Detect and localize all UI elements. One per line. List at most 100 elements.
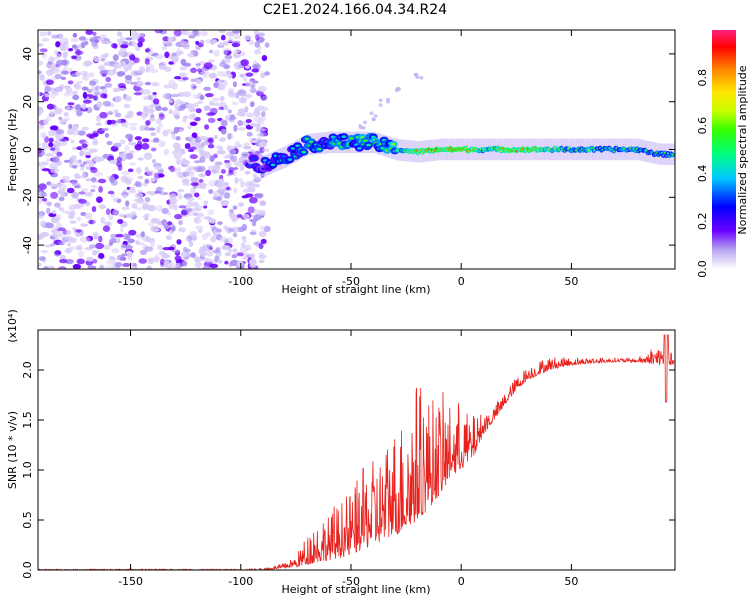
noise-blob — [107, 69, 116, 77]
signal-peak — [252, 156, 257, 160]
noise-blob — [168, 61, 174, 65]
noise-blob — [242, 238, 247, 243]
noise-blob — [196, 212, 204, 218]
noise-blob — [78, 191, 86, 195]
faint-branch-blob — [361, 126, 366, 130]
noise-blob — [80, 203, 85, 208]
snr-y-ticks: 0.0 0.5 1.0 1.5 2.0 — [21, 361, 675, 579]
noise-blob — [114, 95, 122, 103]
noise-blob — [59, 44, 67, 52]
noise-blob — [121, 60, 126, 68]
noise-blob — [182, 77, 189, 81]
noise-blob — [199, 136, 208, 141]
noise-blob — [84, 212, 93, 220]
noise-blob — [105, 40, 112, 45]
noise-blob — [42, 197, 48, 202]
noise-blob — [99, 264, 105, 269]
noise-blob — [145, 236, 151, 242]
noise-blob — [46, 103, 55, 110]
signal-peak — [304, 137, 310, 141]
noise-blob — [184, 143, 191, 150]
noise-blob — [177, 188, 185, 193]
noise-blob — [141, 111, 147, 115]
noise-blob — [203, 205, 208, 209]
noise-blob — [187, 200, 193, 205]
colorbar: 0.0 0.2 0.4 0.6 0.8 Normalized spectral ampl… — [696, 30, 749, 278]
noise-blob — [258, 230, 267, 237]
noise-blob — [85, 178, 92, 182]
noise-blob — [144, 81, 152, 86]
noise-blob — [192, 30, 199, 36]
noise-blob — [232, 205, 238, 210]
noise-blob — [216, 80, 221, 84]
noise-blob — [131, 36, 140, 41]
noise-blob — [241, 195, 249, 199]
noise-blob — [66, 187, 75, 194]
noise-blob — [166, 128, 173, 134]
noise-blob — [242, 188, 250, 193]
signal-halo — [288, 143, 291, 166]
noise-blob — [258, 128, 266, 132]
y-tick-label: 0.0 — [21, 561, 34, 579]
noise-blob — [99, 34, 107, 39]
noise-blob — [245, 72, 254, 77]
noise-blob — [112, 87, 121, 93]
noise-blob — [53, 91, 60, 96]
noise-blob — [89, 219, 94, 225]
snr-panel: -150 -100 -50 0 50 0.0 0.5 1.0 1.5 2.0 Height of… — [6, 309, 676, 596]
noise-blob — [244, 171, 251, 175]
noise-blob — [249, 139, 259, 143]
noise-blob — [52, 230, 62, 237]
noise-blob — [187, 211, 196, 217]
noise-blob — [129, 150, 136, 154]
snr-series-line — [38, 334, 675, 570]
signal-halo — [255, 151, 258, 173]
noise-blob — [77, 130, 86, 136]
noise-blob — [38, 199, 43, 205]
noise-blob — [244, 244, 252, 251]
noise-blob — [40, 250, 48, 253]
noise-blob — [178, 72, 188, 78]
noise-blob — [39, 48, 48, 53]
noise-blob — [136, 167, 142, 174]
noise-blob — [59, 37, 69, 44]
colorbar-tick-label: 0.8 — [696, 69, 709, 87]
noise-blob — [249, 253, 255, 259]
noise-blob — [111, 247, 120, 254]
noise-blob — [139, 125, 145, 132]
noise-blob — [199, 156, 206, 163]
noise-blob — [208, 189, 214, 195]
noise-blob — [206, 112, 215, 117]
noise-blob — [92, 232, 99, 239]
noise-blob — [259, 225, 266, 230]
snr-frame — [37, 329, 676, 571]
noise-blob — [115, 233, 124, 238]
snr-x-label: Height of straight line (km) — [281, 583, 430, 596]
noise-blob — [246, 131, 253, 137]
noise-blob — [135, 70, 144, 74]
noise-blob — [131, 203, 138, 209]
noise-blob — [233, 187, 238, 194]
noise-blob — [161, 107, 168, 112]
noise-blob — [125, 152, 134, 160]
noise-blob — [104, 82, 113, 88]
noise-blob — [193, 102, 199, 108]
noise-blob — [134, 192, 144, 198]
noise-blob — [86, 133, 94, 138]
noise-blob — [71, 44, 78, 49]
noise-blob — [40, 231, 50, 237]
noise-blob — [63, 159, 71, 163]
noise-blob — [65, 258, 74, 265]
noise-blob — [63, 51, 69, 57]
noise-blob — [253, 49, 261, 55]
noise-blob — [54, 73, 63, 79]
signal-peak — [287, 158, 293, 161]
noise-blob — [73, 83, 80, 89]
noise-blob — [250, 83, 256, 89]
noise-blob — [131, 40, 137, 48]
noise-blob — [64, 235, 74, 241]
noise-blob — [203, 248, 211, 252]
noise-blob — [261, 95, 268, 101]
noise-blob — [140, 231, 145, 238]
noise-blob — [125, 133, 134, 140]
